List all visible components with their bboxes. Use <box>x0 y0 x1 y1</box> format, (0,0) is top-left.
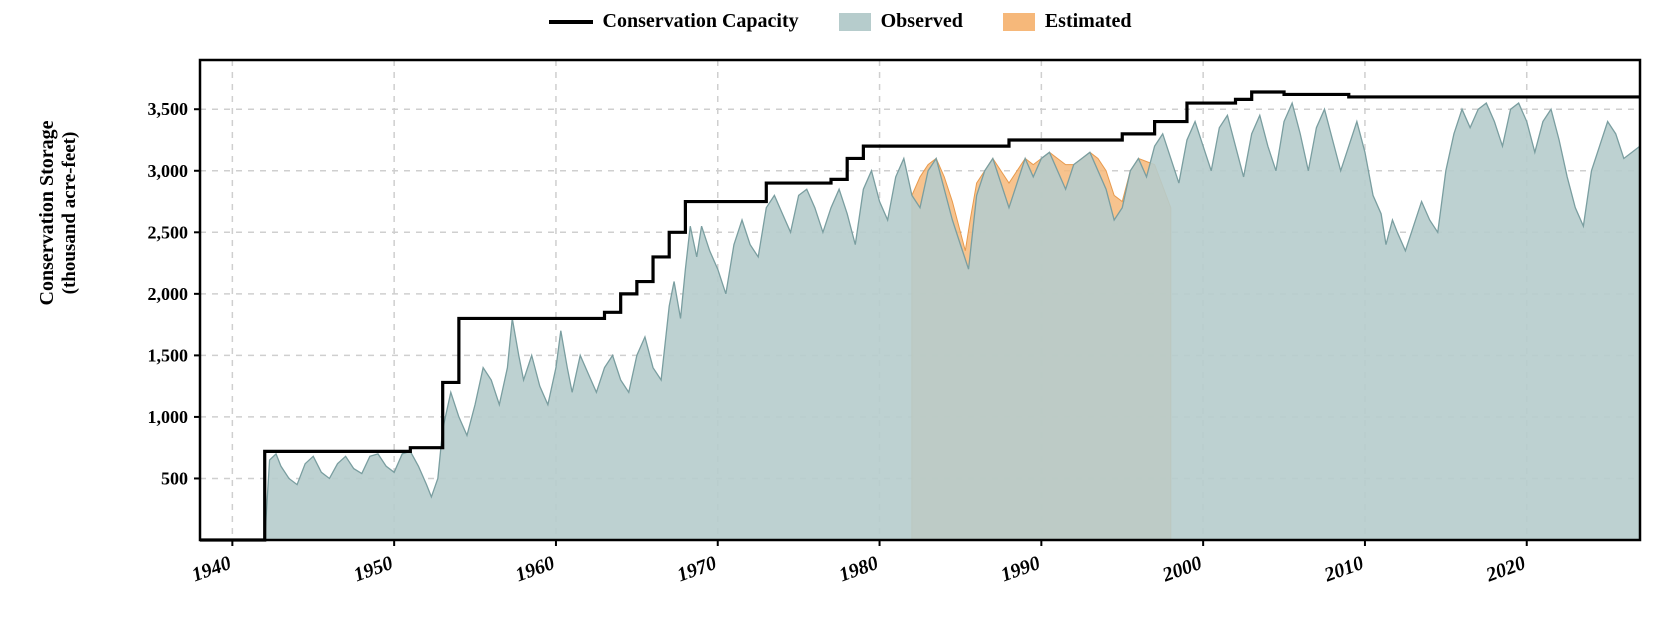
svg-text:500: 500 <box>161 468 188 488</box>
storage-chart: Conservation Capacity Observed Estimated… <box>0 0 1680 630</box>
svg-text:2010: 2010 <box>1321 552 1367 587</box>
svg-text:1990: 1990 <box>998 552 1043 586</box>
svg-text:2,500: 2,500 <box>148 222 189 242</box>
svg-text:3,500: 3,500 <box>148 99 189 119</box>
svg-text:1,000: 1,000 <box>148 407 189 427</box>
svg-text:1,500: 1,500 <box>148 345 189 365</box>
svg-text:2000: 2000 <box>1159 552 1205 587</box>
svg-text:1980: 1980 <box>836 552 881 586</box>
svg-text:3,000: 3,000 <box>148 161 189 181</box>
svg-text:1970: 1970 <box>674 552 719 586</box>
svg-text:2,000: 2,000 <box>148 284 189 304</box>
svg-text:2020: 2020 <box>1482 552 1528 587</box>
svg-text:1940: 1940 <box>189 552 234 586</box>
plot-svg: 500 1,000 1,500 2,000 2,500 3,000 3,500 1940 195… <box>0 0 1680 630</box>
svg-text:1960: 1960 <box>513 552 558 586</box>
svg-text:1950: 1950 <box>351 552 396 586</box>
